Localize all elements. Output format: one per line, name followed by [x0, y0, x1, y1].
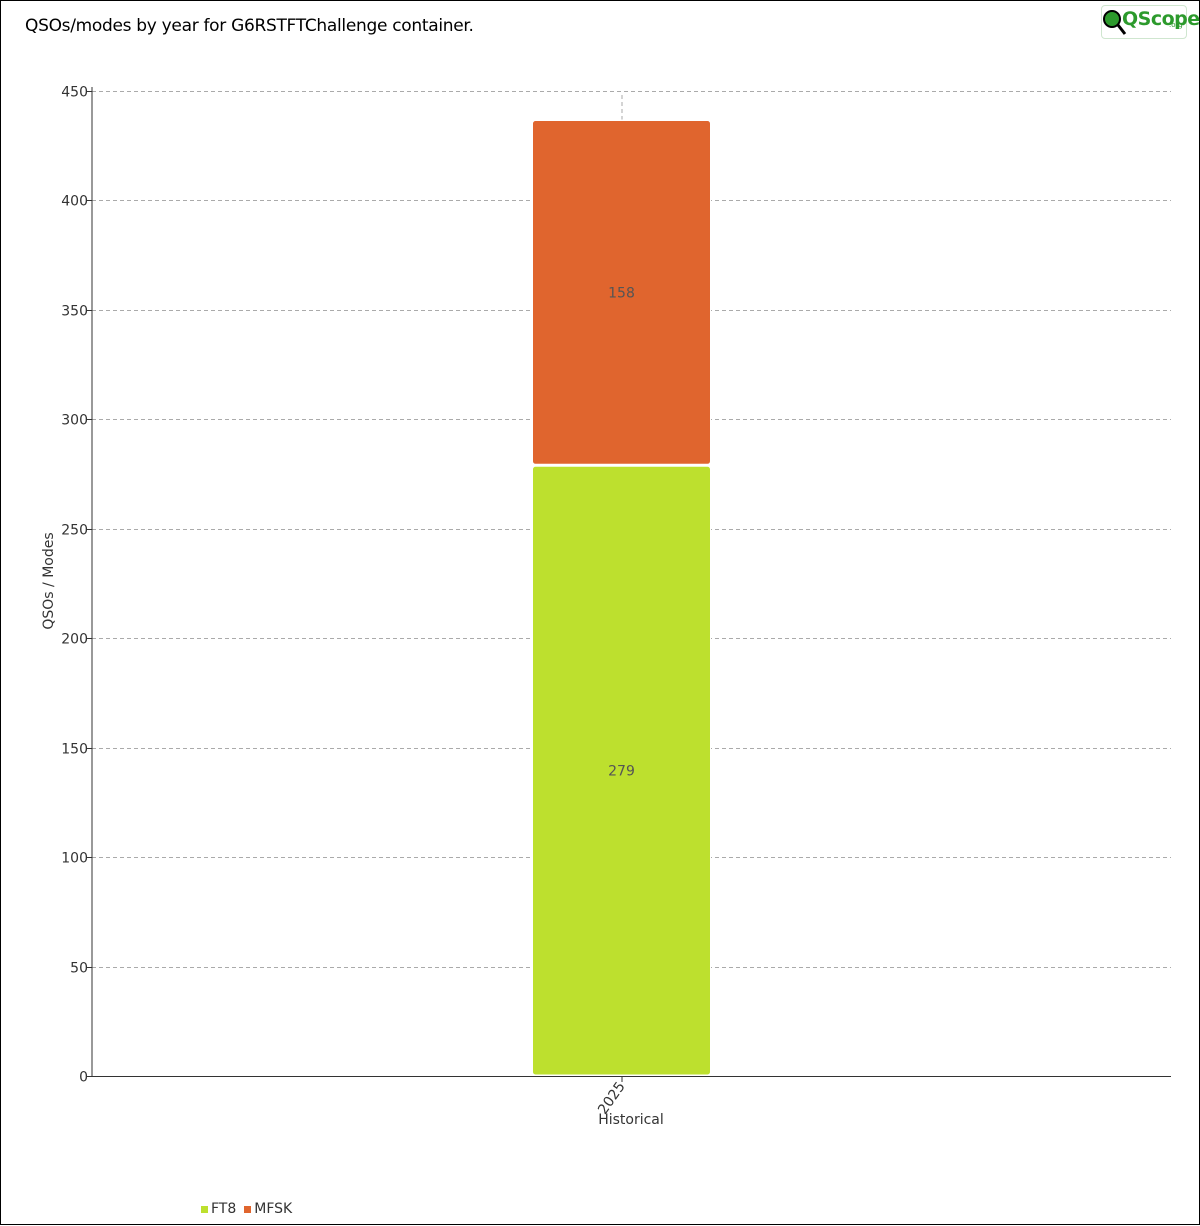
- data-label-ft8-2025: 279: [608, 764, 635, 780]
- legend-item-mfsk[interactable]: MFSK: [244, 1201, 292, 1217]
- legend-label-mfsk: MFSK: [254, 1201, 293, 1217]
- qscope-logo[interactable]: QScope .org: [1101, 5, 1200, 39]
- x-axis-label: Historical: [598, 1112, 664, 1128]
- chart-title: QSOs/modes by year for G6RSTFTChallenge …: [25, 16, 474, 36]
- axes: [91, 87, 1171, 1077]
- y-tick-label-0: 0: [79, 1070, 88, 1086]
- data-label-mfsk-2025: 158: [608, 285, 635, 301]
- bars: 279 158: [532, 119, 711, 1076]
- y-axis-label: QSOs / Modes: [41, 532, 57, 629]
- y-tick-label-400: 400: [61, 194, 88, 210]
- y-tick-label-250: 250: [61, 523, 88, 539]
- logo-text: QScope: [1122, 8, 1200, 30]
- bar-ft8-2025[interactable]: [532, 465, 711, 1076]
- y-tick-label-450: 450: [61, 85, 88, 101]
- legend-label-ft8: FT8: [211, 1201, 237, 1217]
- y-tick-labels: 0 50 100 150 200 250 300 350 400 450: [61, 85, 92, 1086]
- magnifier-icon: [1103, 10, 1127, 35]
- legend-swatch-ft8: [201, 1205, 208, 1213]
- legend-item-ft8[interactable]: FT8: [201, 1201, 236, 1217]
- y-tick-label-100: 100: [61, 851, 88, 867]
- y-tick-label-300: 300: [61, 413, 88, 429]
- y-tick-label-200: 200: [61, 632, 88, 648]
- chart-legend: FT8 MFSK: [201, 1201, 292, 1217]
- bar-mfsk-2025[interactable]: [532, 119, 711, 465]
- logo-suffix: .org: [1169, 21, 1183, 29]
- y-tick-label-350: 350: [61, 304, 88, 320]
- legend-swatch-mfsk: [244, 1205, 252, 1213]
- y-tick-label-150: 150: [61, 742, 88, 758]
- y-tick-label-50: 50: [70, 961, 88, 977]
